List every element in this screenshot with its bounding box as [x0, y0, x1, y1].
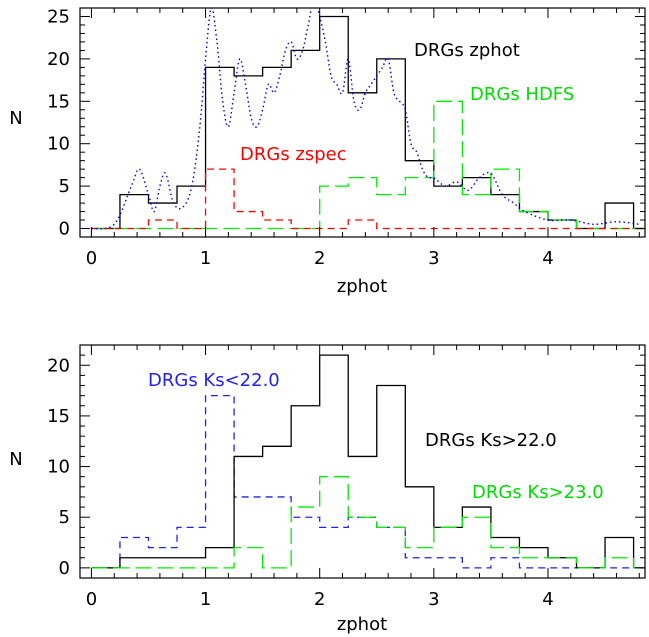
bottom-y-axis-label: N — [9, 449, 22, 470]
bottom-series-group — [91, 354, 645, 569]
bottom-histogram-panel: 0 1 2 3 4 0 5 10 15 20 zphot N DRGs Ks<22.0 DRGs … — [9, 344, 646, 635]
x-tick-label: 4 — [542, 589, 553, 610]
y-tick-label: 0 — [59, 219, 70, 240]
bottom-annotation-ks-lt-22: DRGs Ks<22.0 — [148, 370, 280, 391]
y-tick-label: 5 — [59, 176, 70, 197]
top-annotation-drgs-zphot: DRGs zphot — [414, 40, 520, 61]
top-annotation-drgs-hdfs: DRGs HDFS — [470, 84, 574, 105]
bottom-annotation-ks-gt-23: DRGs Ks>23.0 — [472, 482, 604, 503]
y-tick-label: 0 — [59, 558, 70, 579]
histogram-series-drgs-zphot — [91, 15, 645, 230]
x-tick-label: 2 — [314, 589, 325, 610]
x-tick-label: 3 — [428, 589, 439, 610]
top-histogram-panel: 0 1 2 3 4 0 5 10 15 20 25 zphot N DRGs zphot DRGs … — [9, 6, 646, 297]
bottom-ticks-group — [80, 344, 645, 578]
bottom-x-axis-label: zphot — [337, 614, 387, 635]
histogram-series-drgs-hdfs — [91, 100, 645, 230]
y-tick-label: 25 — [47, 6, 70, 27]
top-y-axis-label: N — [9, 108, 22, 129]
bottom-tick-labels: 0 1 2 3 4 0 5 10 15 20 — [47, 355, 554, 610]
bottom-annotation-ks-gt-22: DRGs Ks>22.0 — [425, 430, 557, 451]
x-tick-label: 0 — [86, 589, 97, 610]
x-tick-label: 2 — [314, 248, 325, 269]
histogram-series-drgs-ks-23-0 — [91, 476, 645, 569]
bottom-plot-frame — [79, 344, 646, 579]
y-tick-label: 20 — [47, 49, 70, 70]
x-tick-label: 1 — [200, 589, 211, 610]
x-tick-label: 4 — [542, 248, 553, 269]
top-x-axis-label: zphot — [337, 276, 387, 297]
x-tick-label: 1 — [200, 248, 211, 269]
y-tick-label: 15 — [47, 406, 70, 427]
y-tick-label: 20 — [47, 355, 70, 376]
top-plot-frame — [79, 7, 646, 238]
top-tick-labels: 0 1 2 3 4 0 5 10 15 20 25 — [47, 6, 554, 269]
y-tick-label: 10 — [47, 457, 70, 478]
y-tick-label: 5 — [59, 507, 70, 528]
y-tick-label: 15 — [47, 91, 70, 112]
smoothed-density-curve — [91, 8, 640, 230]
y-tick-label: 10 — [47, 134, 70, 155]
top-annotation-drgs-zspec: DRGs zspec — [240, 144, 347, 165]
top-series-group — [91, 8, 645, 230]
x-tick-label: 0 — [86, 248, 97, 269]
x-tick-label: 3 — [428, 248, 439, 269]
histogram-series-drgs-ks-22-0 — [91, 395, 645, 569]
